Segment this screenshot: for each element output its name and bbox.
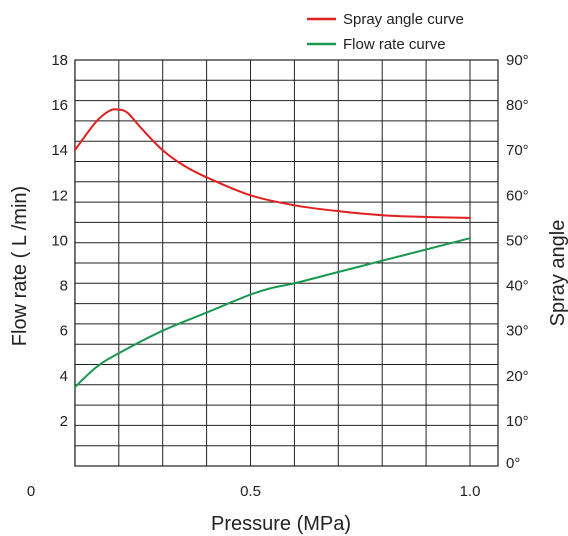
y-axis-left-title: Flow rate ( L /min) [9, 186, 31, 346]
y-right-tick-label: 50° [506, 232, 529, 249]
y-left-tick-label: 2 [60, 413, 68, 430]
y-right-tick-label: 20° [506, 368, 529, 385]
legend-label: Spray angle curve [343, 11, 464, 28]
y-left-tick-label: 8 [60, 278, 68, 295]
x-tick-label: 1.0 [460, 483, 481, 500]
y-left-tick-label: 4 [60, 368, 68, 385]
flow-rate-curve [73, 237, 471, 389]
y-right-tick-label: 40° [506, 278, 529, 295]
y-right-tick-label: 10° [506, 413, 529, 430]
y-left-tick-label: 14 [51, 142, 68, 159]
tick-labels: 2 4 6 8 10 12 14 16 18 0° 10° 20° 30° 40° 50° 60° 70° 80°… [27, 52, 529, 500]
grid [74, 60, 498, 466]
spray-angle-curve [73, 108, 471, 219]
y-left-tick-label: 6 [60, 323, 68, 340]
legend: Spray angle curve Flow rate curve [307, 11, 464, 53]
legend-label: Flow rate curve [343, 36, 446, 53]
y-right-tick-label: 60° [506, 187, 529, 204]
y-left-tick-label: 10 [51, 232, 68, 249]
series-layer [73, 108, 471, 389]
y-right-tick-label: 90° [506, 52, 529, 69]
plot-frame [74, 59, 499, 467]
y-axis-right-title: Spray angle [547, 220, 568, 327]
y-right-tick-label: 70° [506, 142, 529, 159]
y-right-tick-label: 0° [506, 455, 520, 472]
y-right-tick-label: 30° [506, 323, 529, 340]
x-tick-label: 0.5 [240, 483, 261, 500]
x-tick-label: 0 [27, 483, 35, 500]
y-left-tick-label: 12 [51, 187, 68, 204]
y-left-tick-label: 18 [51, 52, 68, 69]
x-axis-title: Pressure (MPa) [211, 513, 351, 535]
y-left-tick-label: 16 [51, 97, 68, 114]
y-right-tick-label: 80° [506, 97, 529, 114]
